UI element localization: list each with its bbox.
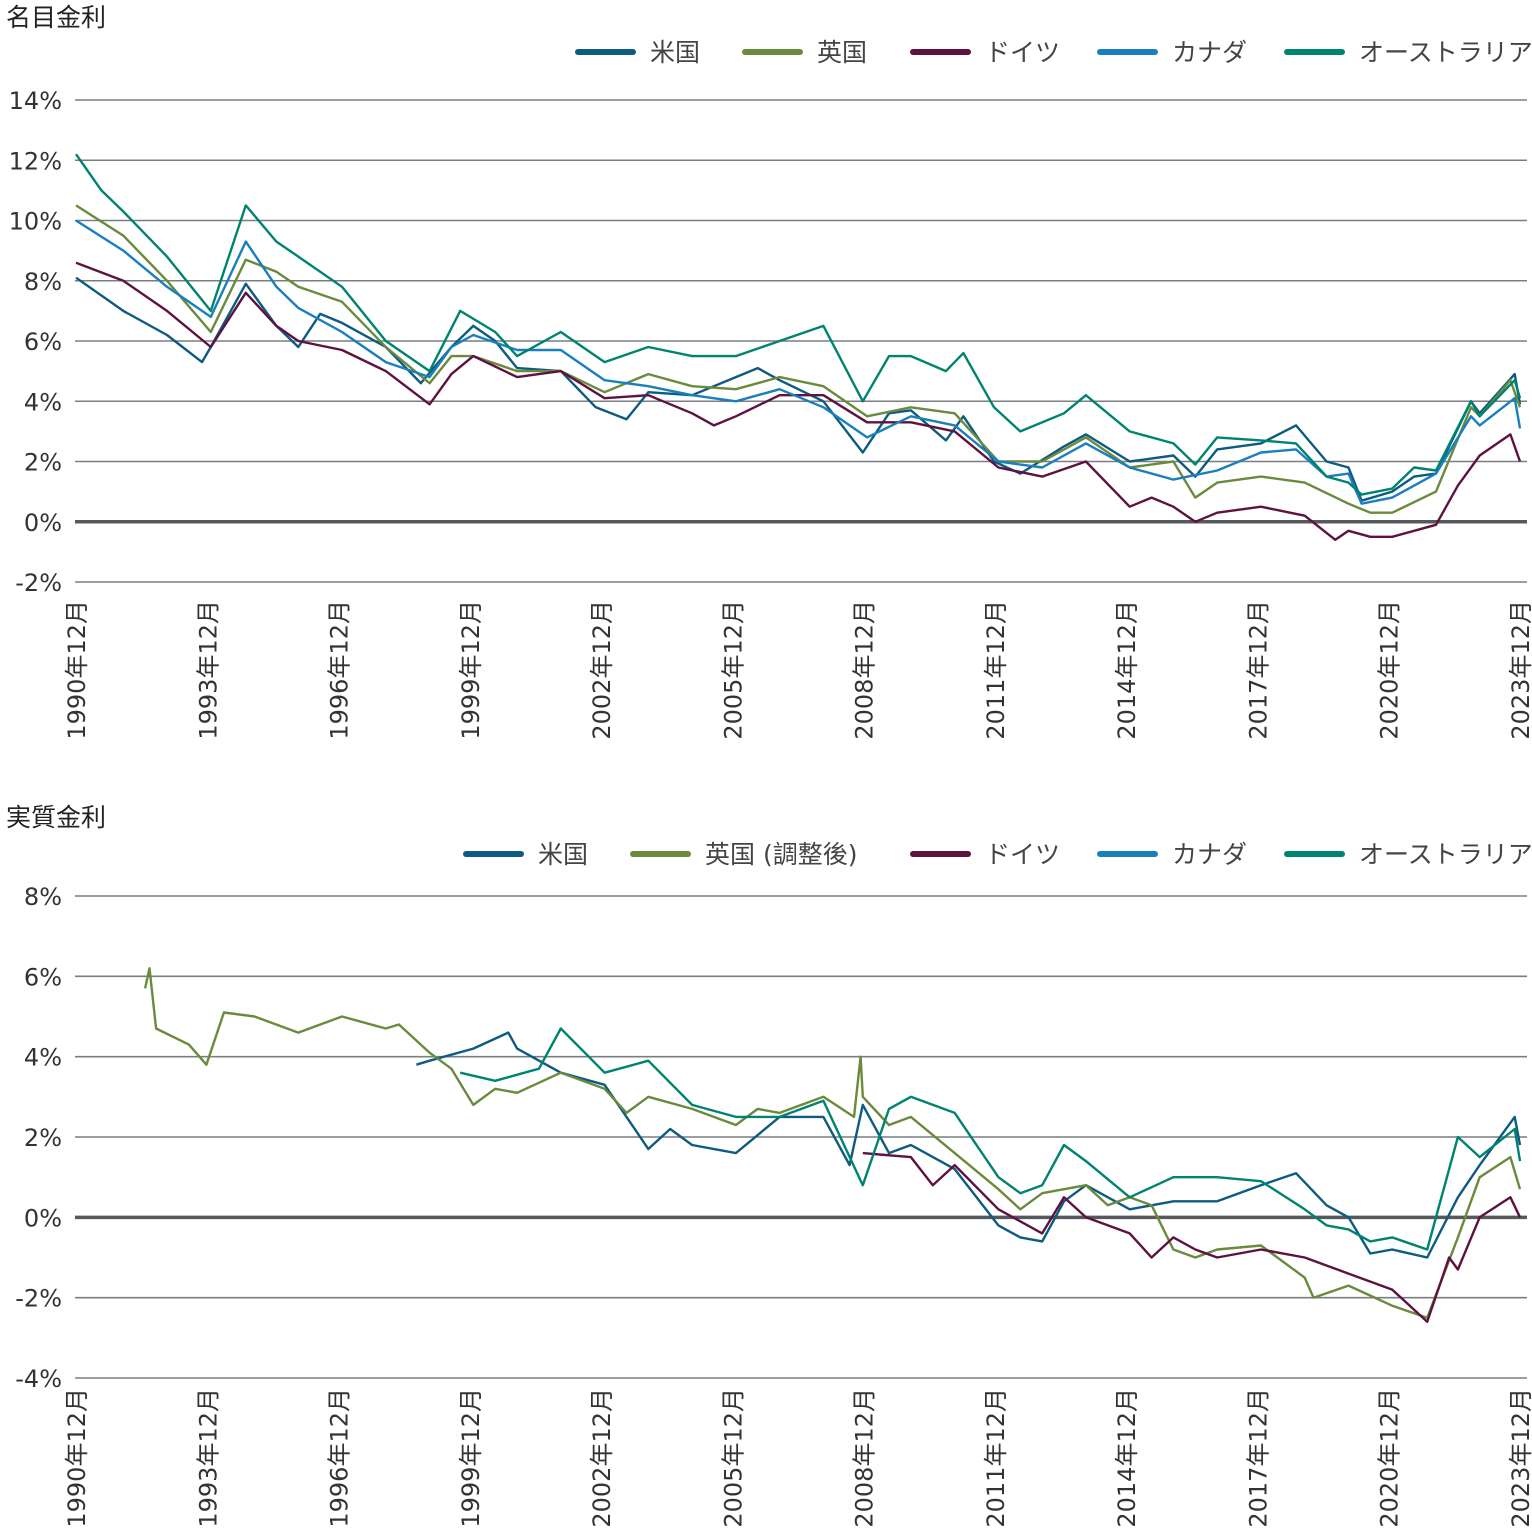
- y-tick-label: 2%: [24, 449, 62, 477]
- x-tick-label: 2011年12月: [982, 600, 1010, 740]
- legend-label-au: オーストラリア: [1359, 38, 1532, 67]
- x-tick-label: 2014年12月: [1113, 1388, 1141, 1528]
- y-tick-label: 12%: [9, 147, 62, 175]
- x-tick-label: 1990年12月: [63, 600, 91, 740]
- y-tick-label: 14%: [9, 87, 62, 115]
- x-tick-label: 2017年12月: [1244, 600, 1272, 740]
- y-tick-label: 8%: [24, 268, 62, 296]
- y-tick-label: -4%: [15, 1365, 62, 1393]
- chart-title: 実質金利: [6, 803, 106, 832]
- legend-label-de: ドイツ: [985, 38, 1060, 67]
- x-tick-label: 1999年12月: [457, 1388, 485, 1528]
- y-tick-label: 0%: [24, 1204, 62, 1232]
- y-tick-label: 10%: [9, 208, 62, 236]
- x-tick-label: 2020年12月: [1376, 1388, 1404, 1528]
- chart-nominal: 名目金利 -2% 0% 2% 4% 6% 8% 10% 12% 14% 1990年12月 1993年1…: [6, 3, 1532, 740]
- y-tick-label: 6%: [24, 963, 62, 991]
- series-line-de: [75, 261, 1522, 541]
- x-tick-label: 2023年12月: [1507, 600, 1532, 740]
- x-tick-label: 2005年12月: [719, 1388, 747, 1528]
- x-tick-label: 1993年12月: [194, 600, 222, 740]
- legend-label-uk: 英国 (調整後): [705, 840, 857, 869]
- x-tick-label: 1993年12月: [194, 1388, 222, 1528]
- series-line-au: [459, 1027, 1522, 1251]
- y-tick-label: 8%: [24, 883, 62, 911]
- y-tick-label: 6%: [24, 328, 62, 356]
- x-tick-label: 2008年12月: [851, 1388, 879, 1528]
- y-tick-label: 4%: [24, 388, 62, 416]
- x-tick-label: 2020年12月: [1376, 600, 1404, 740]
- x-tick-label: 2005年12月: [719, 600, 747, 740]
- y-tick-label: -2%: [15, 1285, 62, 1313]
- x-tick-label: 1996年12月: [326, 600, 354, 740]
- x-tick-label: 1999年12月: [457, 600, 485, 740]
- y-tick-label: 2%: [24, 1124, 62, 1152]
- x-tick-label: 2017年12月: [1244, 1388, 1272, 1528]
- legend-label-de: ドイツ: [985, 840, 1060, 869]
- x-tick-label: 2008年12月: [851, 600, 879, 740]
- series-line-us: [75, 276, 1522, 502]
- y-tick-label: 0%: [24, 509, 62, 537]
- x-tick-label: 2011年12月: [982, 1388, 1010, 1528]
- y-tick-label: -2%: [15, 569, 62, 597]
- chart-real: 実質金利 -4% -2% 0% 2% 4% 6% 8% 1990年12月 1993年12月 1996…: [6, 803, 1532, 1528]
- legend-label-au: オーストラリア: [1359, 840, 1532, 869]
- x-tick-label: 1996年12月: [326, 1388, 354, 1528]
- legend-label-ca: カナダ: [1172, 840, 1247, 869]
- legend-label-ca: カナダ: [1172, 38, 1247, 67]
- x-tick-label: 2002年12月: [588, 600, 616, 740]
- x-tick-label: 2002年12月: [588, 1388, 616, 1528]
- x-tick-label: 2014年12月: [1113, 600, 1141, 740]
- series-line-uk: [75, 204, 1522, 514]
- series-line-us: [416, 1031, 1522, 1259]
- series-line-uk: [143, 967, 1522, 1320]
- x-tick-label: 1990年12月: [63, 1388, 91, 1528]
- y-tick-label: 4%: [24, 1044, 62, 1072]
- legend-label-us: 米国: [650, 38, 700, 67]
- legend-label-us: 米国: [538, 840, 588, 869]
- legend-label-uk: 英国: [817, 38, 867, 67]
- series-line-au: [75, 153, 1522, 496]
- x-tick-label: 2023年12月: [1507, 1388, 1532, 1528]
- chart-title: 名目金利: [6, 3, 106, 32]
- series-line-de: [862, 1151, 1522, 1324]
